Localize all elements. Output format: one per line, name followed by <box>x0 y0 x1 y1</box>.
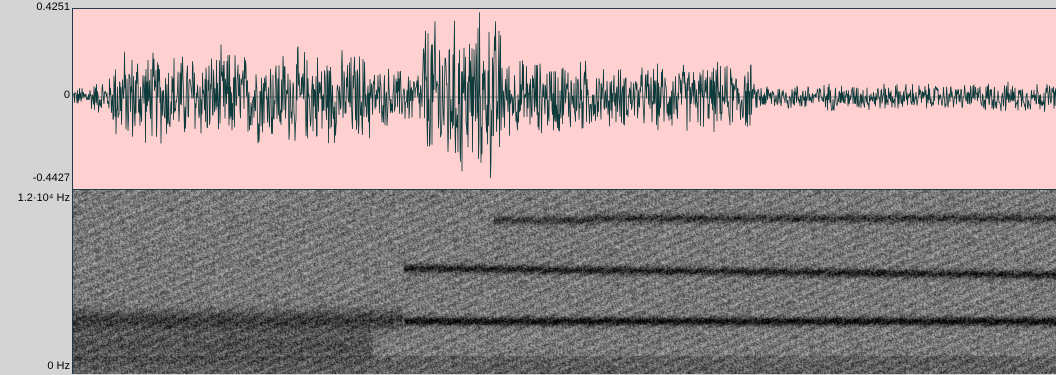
waveform-trace <box>73 12 1056 179</box>
waveform-line <box>73 12 1056 179</box>
amplitude-min-label: -0.4427 <box>32 172 70 184</box>
amplitude-max-label: 0.4251 <box>36 1 70 13</box>
spectrogram-panel[interactable] <box>72 190 1056 374</box>
spectrogram-image <box>73 190 1056 374</box>
frequency-max-label: 1.2·10⁴ Hz <box>17 192 70 204</box>
amplitude-zero-label: 0 <box>63 89 70 101</box>
waveform-panel[interactable] <box>72 8 1056 190</box>
frequency-min-label: 0 Hz <box>47 360 70 372</box>
